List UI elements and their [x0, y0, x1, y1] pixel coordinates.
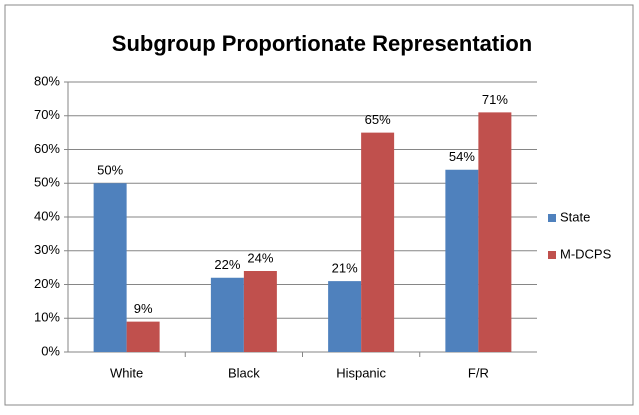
y-tick-label: 40%: [34, 208, 60, 223]
y-tick-label: 20%: [34, 276, 60, 291]
y-tick-label: 50%: [34, 175, 60, 190]
data-label: 22%: [214, 257, 240, 272]
legend-swatch: [548, 214, 556, 222]
data-label: 9%: [134, 301, 153, 316]
y-tick-label: 70%: [34, 107, 60, 122]
bar: [93, 183, 127, 352]
data-label: 71%: [482, 92, 508, 107]
bar: [210, 277, 244, 352]
x-tick-label: Black: [228, 365, 260, 380]
bar: [478, 112, 512, 352]
bar: [445, 169, 479, 352]
y-tick-label: 30%: [34, 242, 60, 257]
y-tick-label: 10%: [34, 310, 60, 325]
y-tick-label: 80%: [34, 73, 60, 88]
bar: [361, 132, 395, 352]
y-tick-label: 60%: [34, 141, 60, 156]
data-label: 65%: [365, 112, 391, 127]
x-tick-label: Hispanic: [336, 365, 386, 380]
x-tick-label: F/R: [468, 365, 489, 380]
legend-swatch: [548, 251, 556, 259]
legend-label: M-DCPS: [560, 246, 612, 261]
y-tick-label: 0%: [41, 343, 60, 358]
data-label: 50%: [97, 163, 123, 178]
bar: [243, 271, 277, 352]
data-label: 24%: [247, 250, 273, 265]
data-label: 54%: [449, 149, 475, 164]
data-label: 21%: [332, 261, 358, 276]
x-tick-label: White: [110, 365, 143, 380]
bar: [126, 321, 160, 352]
bar: [328, 281, 362, 352]
chart-title: Subgroup Proportionate Representation: [112, 31, 532, 56]
legend-label: State: [560, 209, 590, 224]
